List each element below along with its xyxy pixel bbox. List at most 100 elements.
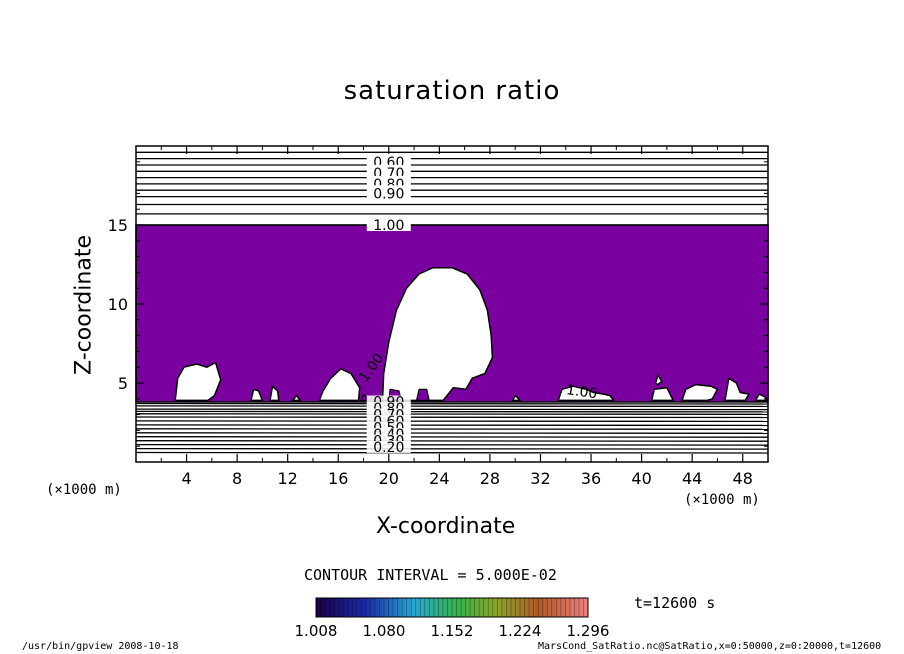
- contour-label: 1.00: [373, 218, 404, 234]
- saturated-pocket: [415, 388, 430, 401]
- x-tick-label: 20: [379, 469, 399, 488]
- contour-label-bg: [366, 441, 411, 453]
- contour-label: 0.70: [373, 408, 404, 424]
- contour-label: 0.80: [373, 177, 404, 193]
- footer-left: /usr/bin/gpview 2008-10-18: [22, 641, 179, 652]
- contour-label: 0.80: [373, 401, 404, 417]
- x-tick-label: 4: [181, 469, 191, 488]
- x-axis-label: X-coordinate: [376, 514, 516, 539]
- colorbar-tick-label: 1.296: [567, 622, 610, 640]
- contour-label: 0.30: [373, 434, 404, 450]
- unshaded-region: [681, 383, 719, 402]
- contour-line: [135, 420, 769, 423]
- contour-label-bg: [366, 434, 411, 447]
- contour-line: [135, 164, 769, 166]
- contour-label-inline: 1.00: [565, 382, 598, 402]
- contour-line: [135, 447, 769, 450]
- colorbar: [315, 597, 589, 618]
- shaded-region: [135, 224, 769, 403]
- contour-interval: CONTOUR INTERVAL = 5.000E-02: [304, 566, 557, 584]
- unshaded-region: [754, 393, 768, 402]
- unshaded-region: [174, 361, 222, 402]
- x-tick-label: 40: [631, 469, 651, 488]
- contour-line: [135, 151, 769, 154]
- contour-line: [135, 413, 769, 415]
- contour-line: [135, 224, 769, 226]
- unshaded-region: [650, 386, 674, 402]
- contour-label-bg: [366, 164, 411, 179]
- contour-label-bg: [366, 428, 411, 440]
- contour-line: [135, 402, 769, 405]
- chart-title: saturation ratio: [343, 76, 561, 106]
- contour-line: [135, 410, 769, 413]
- x-tick-label: 44: [682, 469, 702, 488]
- colorbar-tick-label: 1.080: [363, 622, 406, 640]
- unshaded-region: [381, 266, 494, 402]
- x-tick-label: 36: [581, 469, 601, 488]
- colorbar-tick-label: 1.224: [499, 622, 542, 640]
- x-tick-label: 28: [480, 469, 500, 488]
- contour-label-bg: [366, 415, 411, 427]
- contour-label-bg: [366, 217, 411, 231]
- saturated-pocket: [388, 388, 403, 401]
- contour-label-bg: [366, 402, 411, 414]
- unshaded-region: [318, 368, 361, 402]
- contour-label-bg: [366, 185, 411, 200]
- time-label: t=12600 s: [634, 594, 716, 612]
- y-tick-label: 10: [108, 295, 128, 314]
- saturated-pocket: [360, 392, 370, 401]
- unshaded-region: [511, 394, 522, 402]
- x-tick-label: 32: [530, 469, 550, 488]
- contour-label-bg: [366, 408, 411, 421]
- contour-line: [135, 189, 769, 192]
- x-tick-label: 8: [232, 469, 242, 488]
- x-tick-label: 16: [328, 469, 348, 488]
- contour-label-inline: 1.00: [356, 351, 387, 386]
- contour-line: [135, 182, 769, 185]
- contour-label: 0.20: [373, 440, 404, 456]
- contour-line: [135, 440, 769, 442]
- plot-frame: [135, 145, 769, 463]
- contour-line: [135, 424, 769, 427]
- y-tick-label: 15: [108, 216, 128, 235]
- contour-label-bg: [366, 421, 411, 434]
- contour-label: 0.70: [373, 166, 404, 182]
- contour-line: [135, 428, 769, 430]
- contour-label-bg: [366, 153, 411, 168]
- x-tick-label: 12: [278, 469, 298, 488]
- contour-label-bg: [366, 395, 411, 408]
- unshaded-region: [250, 388, 264, 402]
- contour-line: [135, 432, 769, 434]
- contour-line: [135, 436, 769, 438]
- x-unit-right: (×1000 m): [684, 492, 760, 508]
- contour-line: [135, 157, 769, 160]
- contour-label: 0.50: [373, 421, 404, 437]
- unshaded-region: [654, 374, 663, 386]
- y-tick-label: 5: [118, 374, 128, 393]
- contour-line: [135, 443, 769, 446]
- contour-line: [135, 176, 769, 179]
- contour-label: 0.60: [373, 414, 404, 430]
- unshaded-region: [291, 394, 302, 402]
- contour-label: 0.90: [373, 395, 404, 411]
- colorbar-tick-label: 1.008: [295, 622, 338, 640]
- contour-line: [135, 451, 769, 454]
- contour-line: [135, 195, 769, 198]
- footer-right: MarsCond_SatRatio.nc@SatRatio,x=0:50000,…: [538, 641, 882, 652]
- contour-label: 0.60: [373, 155, 404, 171]
- contour-line: [135, 408, 769, 411]
- unshaded-region: [724, 377, 750, 402]
- contour-line: [135, 212, 769, 215]
- contour-label: 0.40: [373, 427, 404, 443]
- contour-line: [135, 203, 769, 206]
- contour-label: 0.90: [373, 186, 404, 202]
- contour-line: [135, 416, 769, 419]
- y-axis-label: Z-coordinate: [71, 235, 97, 375]
- colorbar-tick-label: 1.152: [431, 622, 474, 640]
- contour-line: [135, 170, 769, 173]
- plot-background: [136, 146, 768, 462]
- x-tick-label: 48: [733, 469, 753, 488]
- x-tick-label: 24: [429, 469, 449, 488]
- x-unit-left: (×1000 m): [46, 482, 122, 498]
- unshaded-region: [557, 385, 615, 402]
